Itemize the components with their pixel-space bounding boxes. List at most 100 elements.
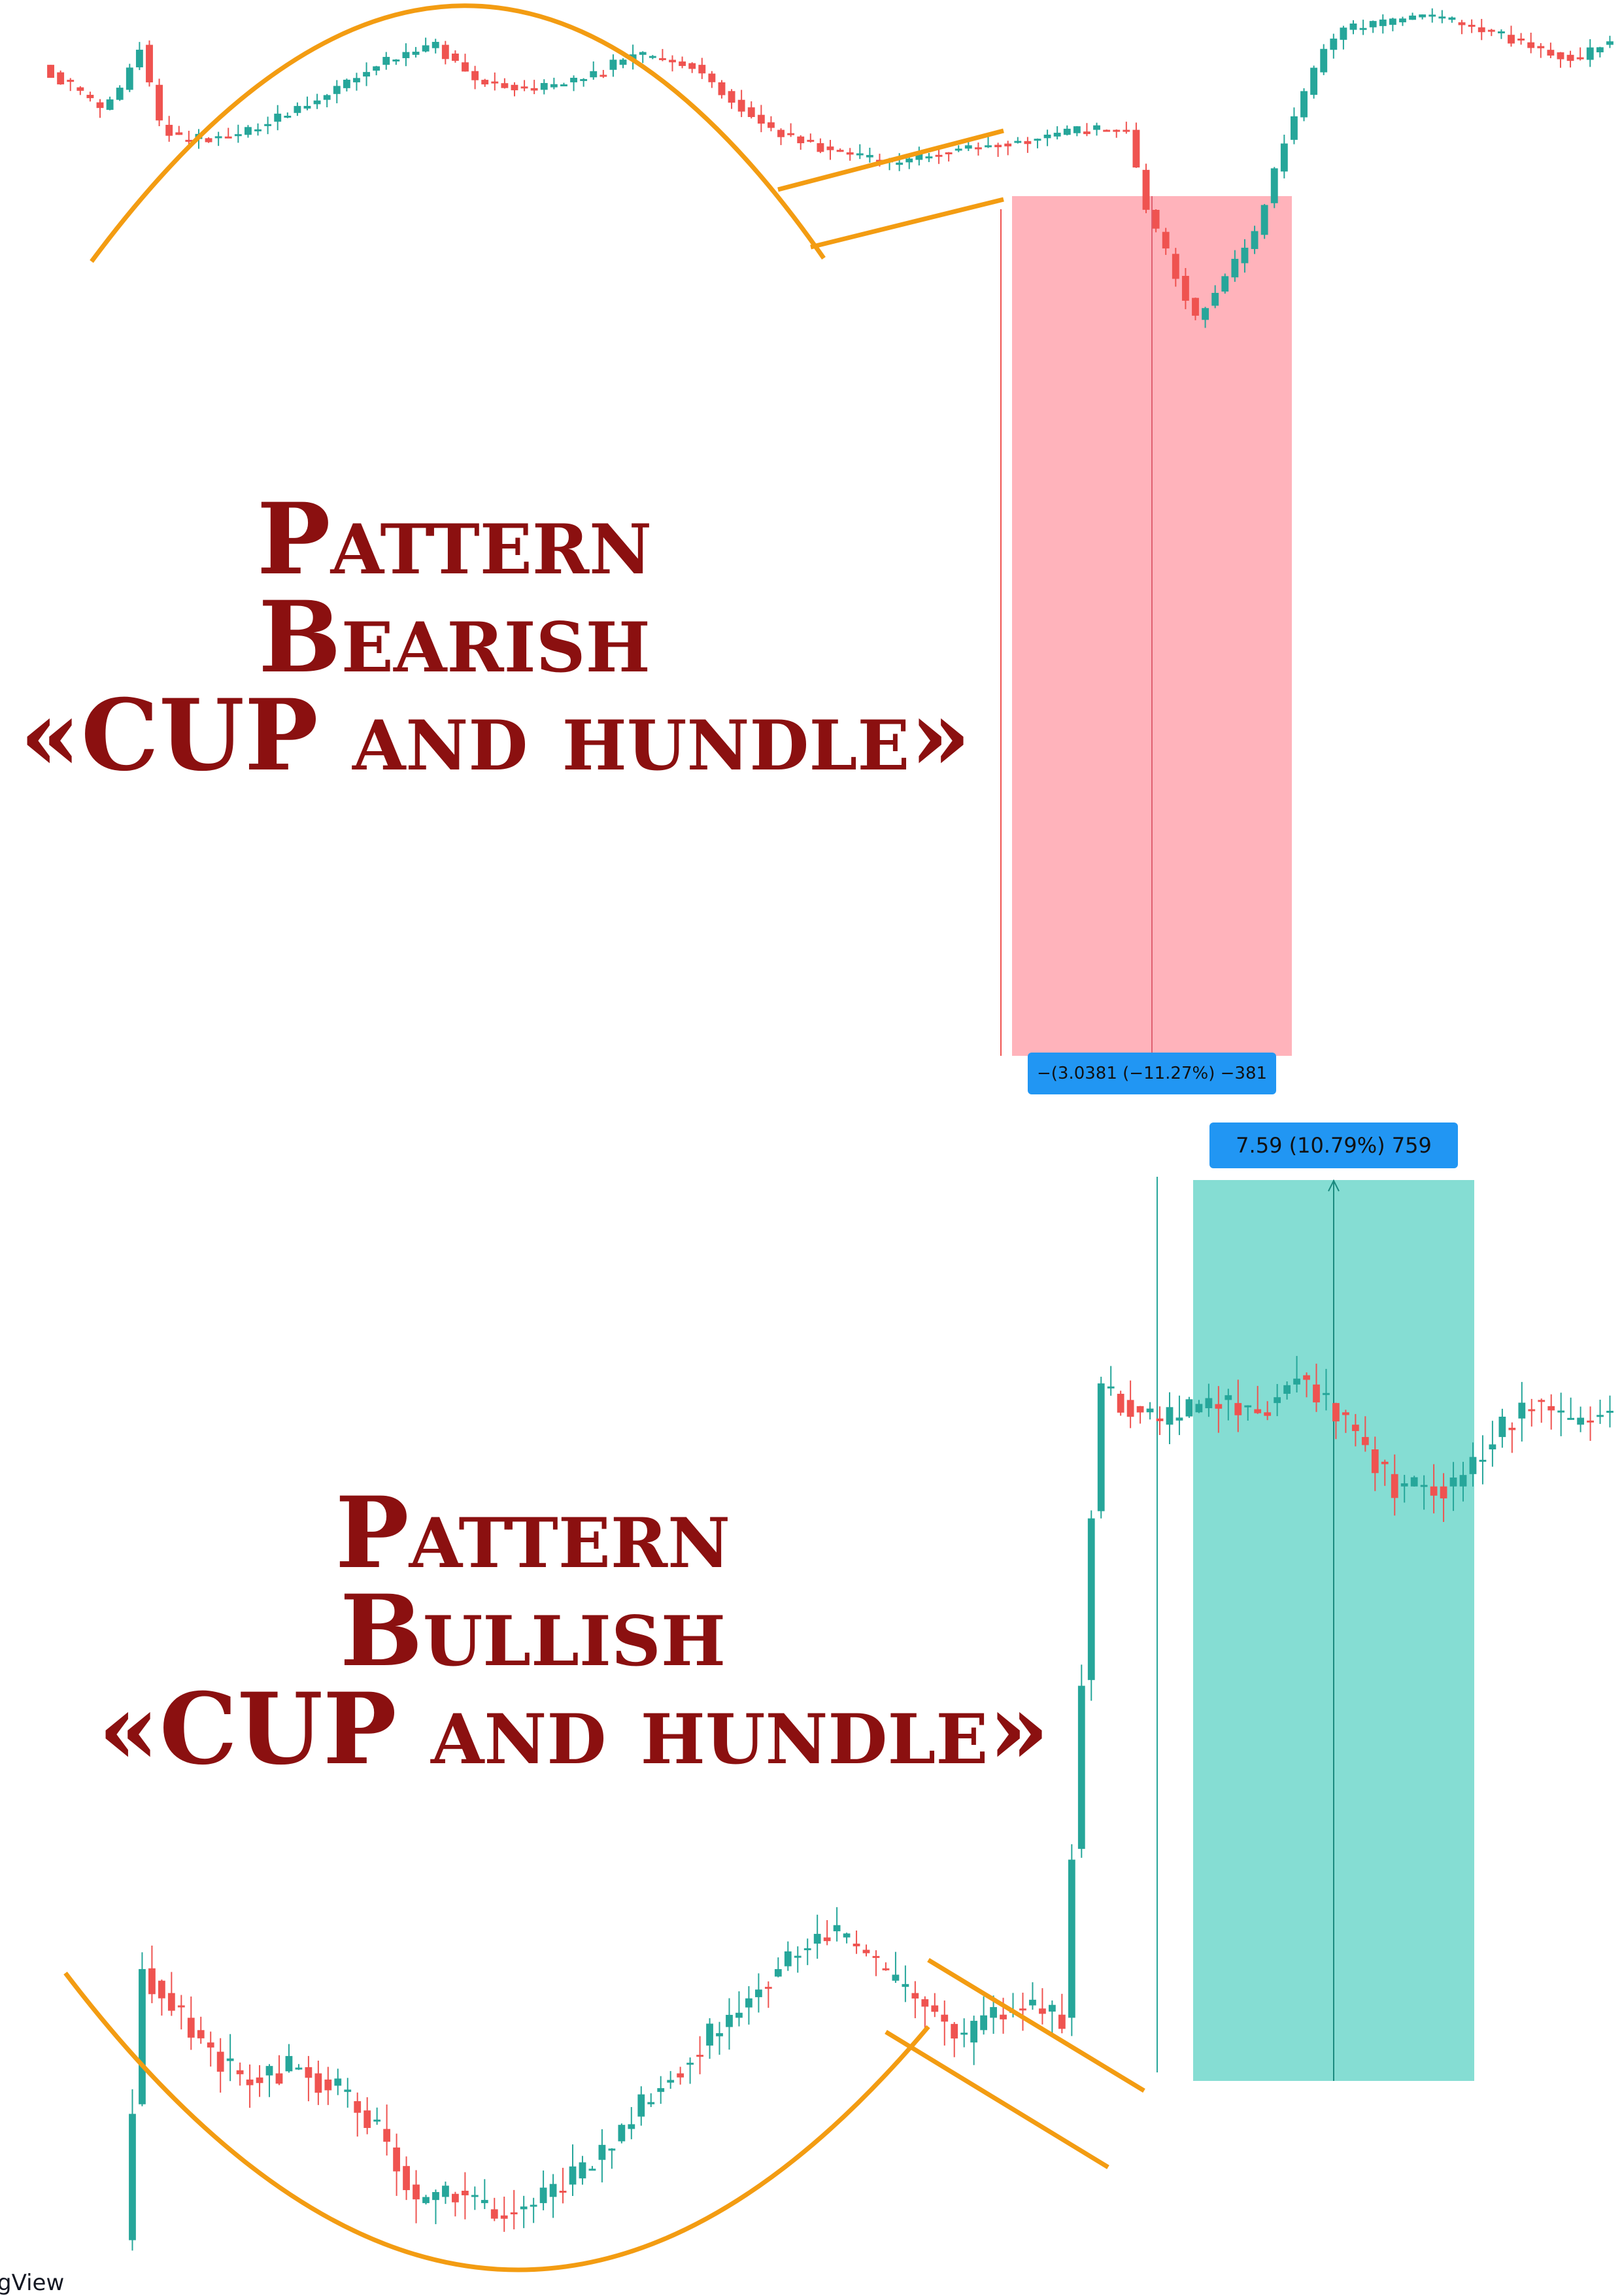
candle-body: [955, 148, 962, 151]
candle-body: [1469, 1457, 1477, 1474]
candle-body: [305, 2067, 313, 2078]
candle-body: [139, 1968, 146, 2104]
candle-body: [47, 65, 54, 78]
candle-body: [1077, 1685, 1085, 1849]
candle-body: [431, 42, 439, 48]
candle-body: [422, 45, 430, 52]
candle-body: [165, 124, 173, 136]
candle-body: [560, 84, 567, 87]
candle-body: [1181, 275, 1189, 301]
candle-body: [629, 54, 637, 60]
candle-body: [177, 2005, 185, 2008]
candle-body: [803, 1948, 811, 1951]
bullish-headline-line-2: Bullish: [339, 1574, 726, 1689]
candle-body: [823, 1937, 831, 1942]
candle-body: [175, 132, 183, 135]
candle-body: [1293, 1378, 1300, 1385]
candle-body: [559, 2191, 567, 2193]
candle-body: [1420, 1485, 1428, 1487]
candle-body: [275, 2073, 283, 2084]
bearish-headline-line-2: Bearish: [258, 580, 650, 695]
candle-body: [853, 1944, 860, 1947]
candle-body: [1371, 1449, 1379, 1474]
candle-body: [1113, 129, 1121, 132]
candle-body: [413, 2184, 420, 2200]
candle-body: [1004, 143, 1012, 146]
candle-body: [945, 152, 953, 155]
candle-body: [1606, 1410, 1614, 1413]
candle-body: [383, 2129, 391, 2142]
candle-body: [677, 2073, 684, 2078]
candle-body: [167, 1993, 175, 2011]
bear-result-label: −(3.0381 (−11.27%) −381: [1028, 1053, 1276, 1094]
candle-body: [813, 1934, 821, 1944]
candle-body: [1166, 1407, 1174, 1425]
candle-body: [817, 143, 824, 152]
candle-body: [951, 2023, 958, 2039]
candle-body: [1014, 141, 1022, 143]
candle-body: [628, 2124, 635, 2129]
candle-body: [1349, 23, 1357, 30]
candle-body: [1270, 168, 1278, 203]
candle-body: [787, 133, 795, 135]
candle-body: [1280, 143, 1288, 172]
candle-body: [461, 2191, 469, 2195]
candle-body: [667, 2080, 675, 2083]
candle-body: [735, 2012, 743, 2018]
candle-body: [373, 66, 380, 71]
bearish-panel: [47, 3, 1614, 1056]
candle-body: [254, 129, 262, 131]
candle-body: [432, 2191, 439, 2201]
candle-body: [274, 113, 282, 122]
candle-body: [1468, 24, 1476, 27]
candle-body: [511, 84, 518, 91]
candle-body: [1136, 1406, 1144, 1413]
candle-body: [1126, 1400, 1134, 1417]
candle-body: [658, 58, 666, 60]
candle-body: [1241, 247, 1249, 263]
candle-body: [539, 2187, 547, 2203]
candle-body: [1458, 22, 1466, 25]
candle-body: [1310, 67, 1318, 95]
candle-body: [1320, 48, 1328, 73]
candle-body: [579, 2162, 586, 2179]
candle-body: [303, 105, 311, 109]
candle-body: [609, 59, 617, 70]
candle-body: [363, 2110, 371, 2128]
candle-body: [501, 83, 509, 88]
candle-body: [1185, 1399, 1193, 1417]
candle-body: [1195, 1404, 1203, 1413]
candle-body: [1152, 210, 1160, 229]
candle-body: [882, 1968, 890, 1970]
candle-body: [1221, 276, 1229, 292]
candle-body: [96, 102, 104, 109]
candle-body: [1192, 297, 1199, 316]
candle-body: [452, 2193, 459, 2203]
candle-body: [1547, 50, 1555, 56]
candle-body: [718, 82, 726, 95]
candle-body: [295, 2067, 303, 2070]
candle-body: [1538, 1400, 1546, 1402]
candle-body: [1537, 46, 1545, 48]
candle-body: [774, 1968, 782, 1977]
candle-body: [442, 2186, 449, 2197]
candle-body: [1342, 1412, 1349, 1415]
candle-body: [226, 2058, 234, 2061]
candle-body: [1449, 1477, 1457, 1487]
candle-body: [264, 124, 272, 126]
candle-body: [392, 59, 400, 62]
candle-body: [1234, 1403, 1242, 1415]
candle-body: [925, 156, 933, 159]
candle-body: [696, 2055, 703, 2057]
candle-body: [1440, 1486, 1447, 1498]
candle-body: [1508, 1427, 1516, 1430]
candle-body: [657, 2088, 665, 2092]
candle-body: [285, 2055, 293, 2072]
candle-body: [1379, 19, 1387, 26]
candle-body: [1391, 1474, 1398, 1498]
candle-body: [980, 2015, 988, 2031]
candle-body: [1448, 17, 1456, 20]
candle-body: [747, 107, 755, 118]
candle-body: [343, 79, 350, 88]
candle-body: [836, 150, 844, 152]
